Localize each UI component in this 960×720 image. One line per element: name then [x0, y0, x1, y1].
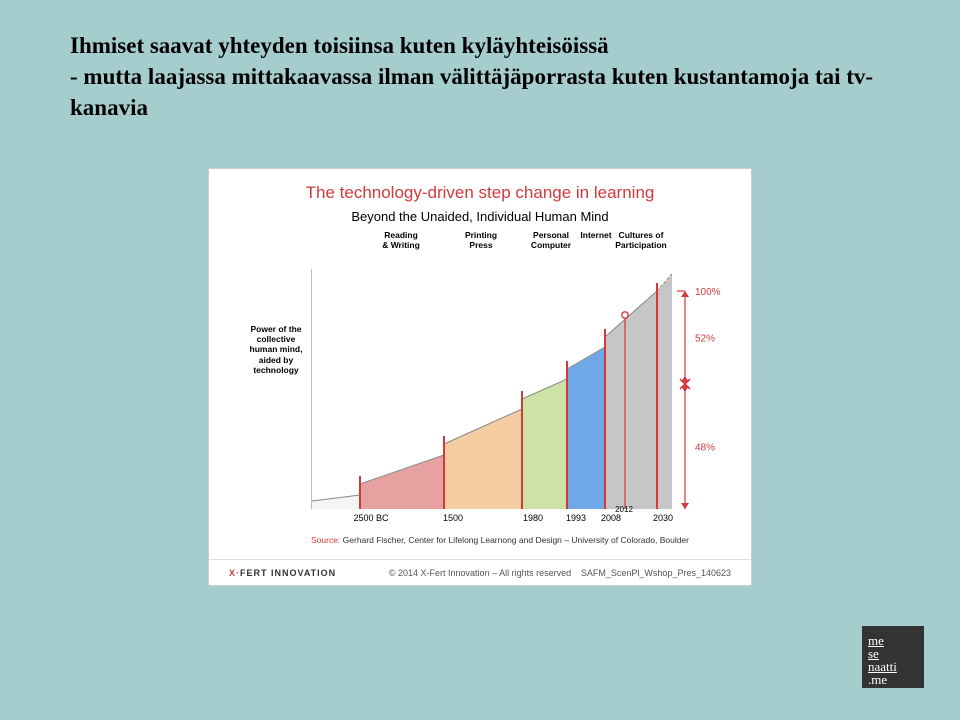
category-label: Personal Computer [531, 231, 571, 251]
slide-title: Ihmiset saavat yhteyden toisiinsa kuten … [70, 30, 890, 123]
plot-area [311, 269, 671, 509]
x-tick: 2500 BC [353, 513, 388, 523]
footer-ref: SAFM_ScenPl_Wshop_Pres_140623 [581, 568, 731, 578]
footer-copyright: © 2014 X-Fert Innovation – All rights re… [389, 568, 571, 578]
title-line-1: Ihmiset saavat yhteyden toisiinsa kuten … [70, 33, 609, 58]
category-label: Cultures of Participation [615, 231, 666, 251]
source-line: Source: Gerhard Fischer, Center for Life… [311, 535, 689, 545]
category-label: Reading & Writing [382, 231, 420, 251]
category-labels: Reading & Writing Printing Press Personal … [311, 231, 671, 265]
svg-text:100%: 100% [695, 287, 721, 298]
logo-line-4: .me [868, 672, 887, 687]
y-axis-label: Power of the collective human mind, aide… [245, 324, 307, 375]
chart-card: The technology-driven step change in lea… [208, 168, 752, 586]
x-tick: 1500 [443, 513, 463, 523]
chart-svg [312, 269, 672, 509]
right-annotations: 100% 52% 48% [677, 269, 747, 509]
category-label: Printing Press [465, 231, 497, 251]
chart-subtitle: Beyond the Unaided, Individual Human Min… [209, 209, 751, 224]
brand-rest: FERT INNOVATION [240, 568, 336, 578]
svg-text:52%: 52% [695, 334, 715, 345]
x-tick: 1980 [523, 513, 543, 523]
mesenaatti-logo: me se naatti .me [862, 626, 924, 688]
title-line-2: - mutta laajassa mittakaavassa ilman väl… [70, 64, 873, 120]
svg-text:48%: 48% [695, 443, 715, 454]
x-tick: 2008 [601, 513, 621, 523]
x-tick: 2030 [653, 513, 673, 523]
chart-title: The technology-driven step change in lea… [209, 183, 751, 203]
category-label: Internet [580, 231, 611, 241]
source-label: Source: [311, 535, 340, 545]
source-text: Gerhard Fischer, Center for Lifelong Lea… [340, 535, 689, 545]
year-2012-label: 2012 [615, 505, 633, 514]
x-tick: 1993 [566, 513, 586, 523]
chart-footer: X·FERT INNOVATION © 2014 X-Fert Innovati… [209, 559, 751, 585]
footer-brand: X·FERT INNOVATION [229, 568, 336, 578]
x-tick-labels: 2500 BC150019801993200820302012 [311, 513, 671, 537]
right-anno-svg: 100% 52% 48% [677, 269, 747, 509]
brand-x: X· [229, 568, 240, 578]
